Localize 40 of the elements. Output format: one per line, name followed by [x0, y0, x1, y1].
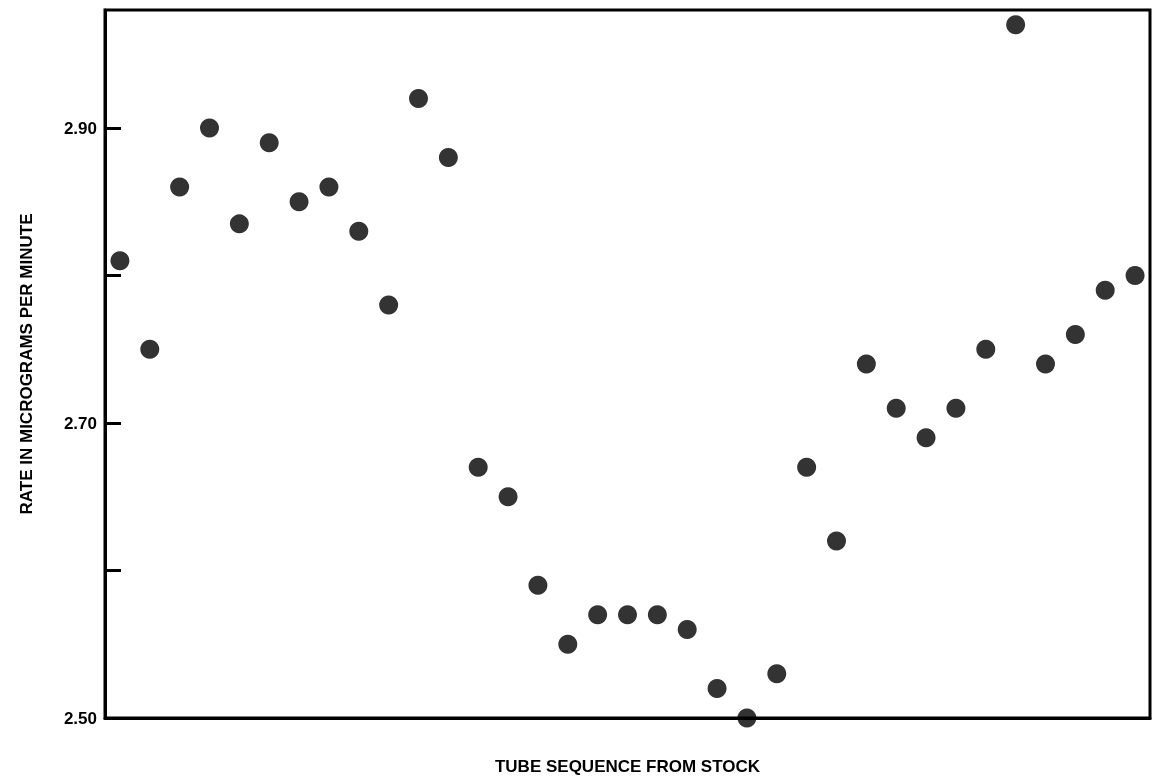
- point: [289, 192, 309, 212]
- point: [707, 679, 727, 698]
- point: [110, 251, 130, 271]
- point: [438, 148, 458, 167]
- point: [976, 339, 996, 359]
- point: [498, 487, 518, 507]
- y-tick-label: 2.70: [63, 413, 97, 433]
- point: [767, 664, 787, 684]
- point: [916, 428, 936, 448]
- point: [140, 339, 160, 359]
- point: [588, 605, 608, 625]
- point: [409, 89, 428, 108]
- point: [558, 634, 578, 654]
- y-tick-label: 2.50: [63, 708, 97, 728]
- point: [946, 398, 966, 418]
- point: [886, 398, 906, 418]
- point: [1036, 354, 1055, 374]
- y-tick-label: 2.90: [63, 118, 97, 138]
- x-axis-title: TUBE SEQUENCE FROM STOCK: [494, 757, 761, 776]
- point: [797, 457, 817, 477]
- point: [1095, 280, 1115, 300]
- point: [468, 457, 488, 477]
- point: [200, 118, 219, 138]
- point: [677, 620, 697, 639]
- point: [379, 295, 399, 315]
- y-axis-title: RATE IN MICROGRAMS PER MINUTE: [17, 213, 36, 515]
- point: [229, 214, 249, 234]
- point: [1065, 325, 1085, 344]
- point: [737, 708, 757, 728]
- point: [1006, 15, 1026, 35]
- point: [319, 177, 339, 197]
- point: [170, 177, 190, 197]
- point: [349, 221, 369, 241]
- point: [259, 133, 279, 153]
- point: [1125, 266, 1145, 285]
- point: [528, 575, 548, 595]
- point: [618, 605, 637, 625]
- point: [647, 605, 667, 625]
- point: [856, 354, 876, 374]
- point: [827, 531, 846, 551]
